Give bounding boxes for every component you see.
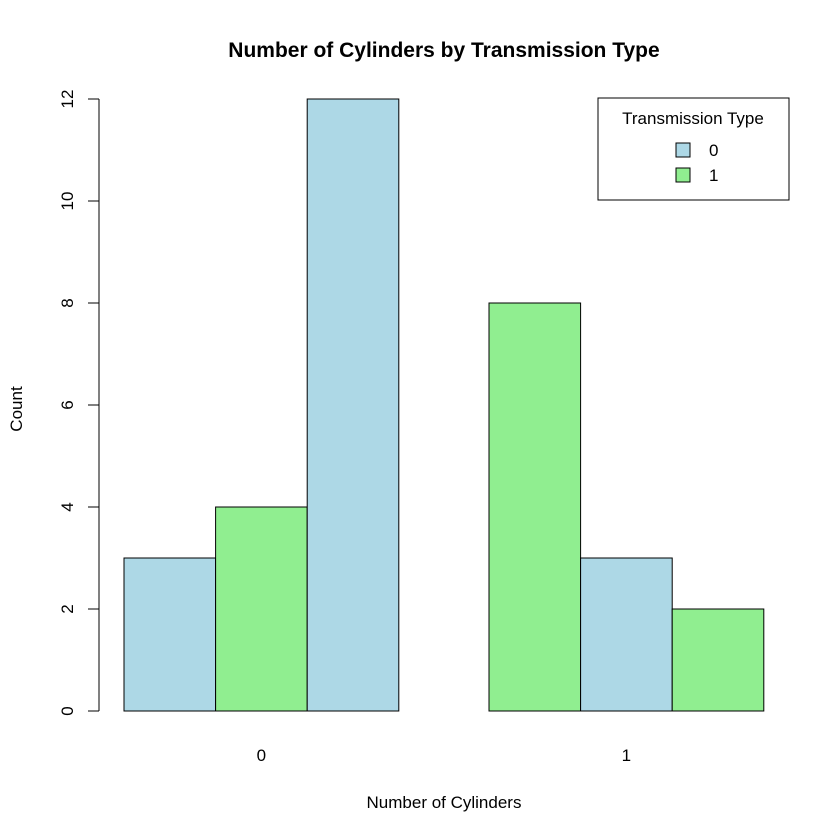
- y-tick-label: 10: [58, 192, 77, 211]
- legend-swatch: [675, 142, 691, 158]
- bar: [671, 608, 765, 712]
- y-tick-label: 4: [58, 502, 77, 511]
- y-axis-label: Count: [7, 386, 26, 432]
- y-tick-label: 12: [58, 90, 77, 109]
- legend-title: Transmission Type: [622, 109, 764, 128]
- y-tick-label: 8: [58, 298, 77, 307]
- y-tick-label: 6: [58, 400, 77, 409]
- bar: [488, 302, 582, 712]
- legend-label: 1: [709, 166, 718, 185]
- x-tick-label: 1: [622, 746, 631, 765]
- legend-label: 0: [709, 141, 718, 160]
- bar: [215, 506, 308, 712]
- legend: Transmission Type 0 1: [597, 97, 790, 201]
- x-tick-label: 0: [257, 746, 266, 765]
- y-axis: 0 2 4 6 8 10 12: [58, 90, 100, 716]
- x-axis-label: Number of Cylinders: [367, 793, 522, 812]
- y-tick-label: 0: [58, 706, 77, 715]
- bar: [580, 557, 673, 712]
- legend-swatch: [675, 167, 691, 183]
- chart-title: Number of Cylinders by Transmission Type: [228, 39, 659, 62]
- y-tick-label: 2: [58, 604, 77, 613]
- bars: [123, 98, 765, 712]
- legend-box: [597, 97, 790, 201]
- bar: [123, 557, 217, 712]
- bar: [306, 98, 400, 712]
